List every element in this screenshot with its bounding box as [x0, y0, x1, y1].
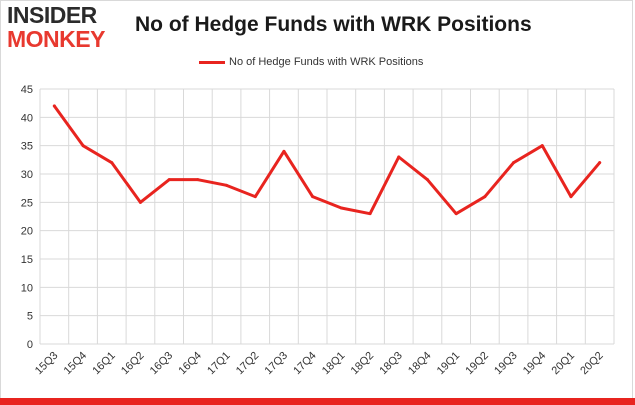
data-point — [110, 161, 114, 165]
data-point — [311, 195, 315, 199]
data-point — [52, 104, 56, 108]
x-tick-label: 18Q2 — [349, 350, 377, 378]
chart-legend: No of Hedge Funds with WRK Positions — [199, 55, 423, 69]
data-point — [339, 206, 343, 210]
data-point — [253, 195, 257, 199]
x-tick-label: 17Q3 — [263, 350, 291, 378]
x-tick-label: 18Q1 — [320, 350, 348, 378]
x-tick-label: 17Q2 — [234, 350, 262, 378]
data-point — [225, 183, 229, 187]
data-point — [81, 144, 85, 148]
bottom-accent-bar — [0, 398, 635, 405]
insider-monkey-logo: INSIDER MONKEY — [7, 4, 117, 51]
data-point — [483, 195, 487, 199]
x-tick-label: 19Q4 — [521, 350, 549, 378]
x-tick-label: 18Q3 — [377, 350, 405, 378]
data-point — [196, 178, 200, 182]
gridlines — [39, 88, 615, 345]
data-point — [368, 212, 372, 216]
data-point — [512, 161, 516, 165]
chart-title: No of Hedge Funds with WRK Positions — [135, 13, 532, 36]
y-tick-label: 40 — [21, 112, 33, 124]
y-tick-label: 5 — [27, 311, 33, 323]
data-point — [397, 155, 401, 159]
series-line — [52, 104, 602, 216]
data-point — [569, 195, 573, 199]
x-tick-label: 16Q1 — [90, 350, 118, 378]
x-tick-label: 15Q3 — [33, 350, 61, 378]
x-axis-ticks: 15Q3 15Q4 16Q1 16Q2 16Q3 16Q4 17Q1 17Q2 17Q3 17Q4… — [33, 350, 606, 378]
x-tick-label: 19Q3 — [492, 350, 520, 378]
y-tick-label: 45 — [21, 84, 33, 96]
x-tick-label: 17Q1 — [205, 350, 233, 378]
x-tick-label: 20Q1 — [550, 350, 578, 378]
x-tick-label: 18Q4 — [406, 350, 434, 378]
y-tick-label: 10 — [21, 282, 33, 294]
data-point — [167, 178, 171, 182]
data-point — [282, 149, 286, 153]
x-tick-label: 16Q2 — [119, 350, 147, 378]
data-point — [454, 212, 458, 216]
legend-swatch — [199, 60, 225, 64]
x-tick-label: 16Q4 — [176, 350, 204, 378]
x-tick-label: 19Q1 — [435, 350, 463, 378]
y-tick-label: 30 — [21, 169, 33, 181]
logo-line-1: INSIDER — [7, 2, 97, 28]
x-tick-label: 19Q2 — [463, 350, 491, 378]
y-tick-label: 15 — [21, 254, 33, 266]
x-tick-label: 15Q4 — [62, 350, 90, 378]
data-point — [425, 178, 429, 182]
x-tick-label: 20Q2 — [578, 350, 606, 378]
x-tick-label: 16Q3 — [148, 350, 176, 378]
y-tick-label: 25 — [21, 197, 33, 209]
y-tick-label: 20 — [21, 226, 33, 238]
logo-line-2: MONKEY — [7, 26, 105, 52]
data-point — [540, 144, 544, 148]
data-point — [598, 161, 602, 165]
y-tick-label: 35 — [21, 141, 33, 153]
series-layer — [52, 104, 602, 216]
x-tick-label: 17Q4 — [291, 350, 319, 378]
y-axis-ticks: 0 5 10 15 20 25 30 35 40 45 — [21, 84, 33, 351]
legend-label: No of Hedge Funds with WRK Positions — [229, 56, 424, 68]
data-point — [138, 200, 142, 204]
y-tick-label: 0 — [27, 339, 33, 351]
